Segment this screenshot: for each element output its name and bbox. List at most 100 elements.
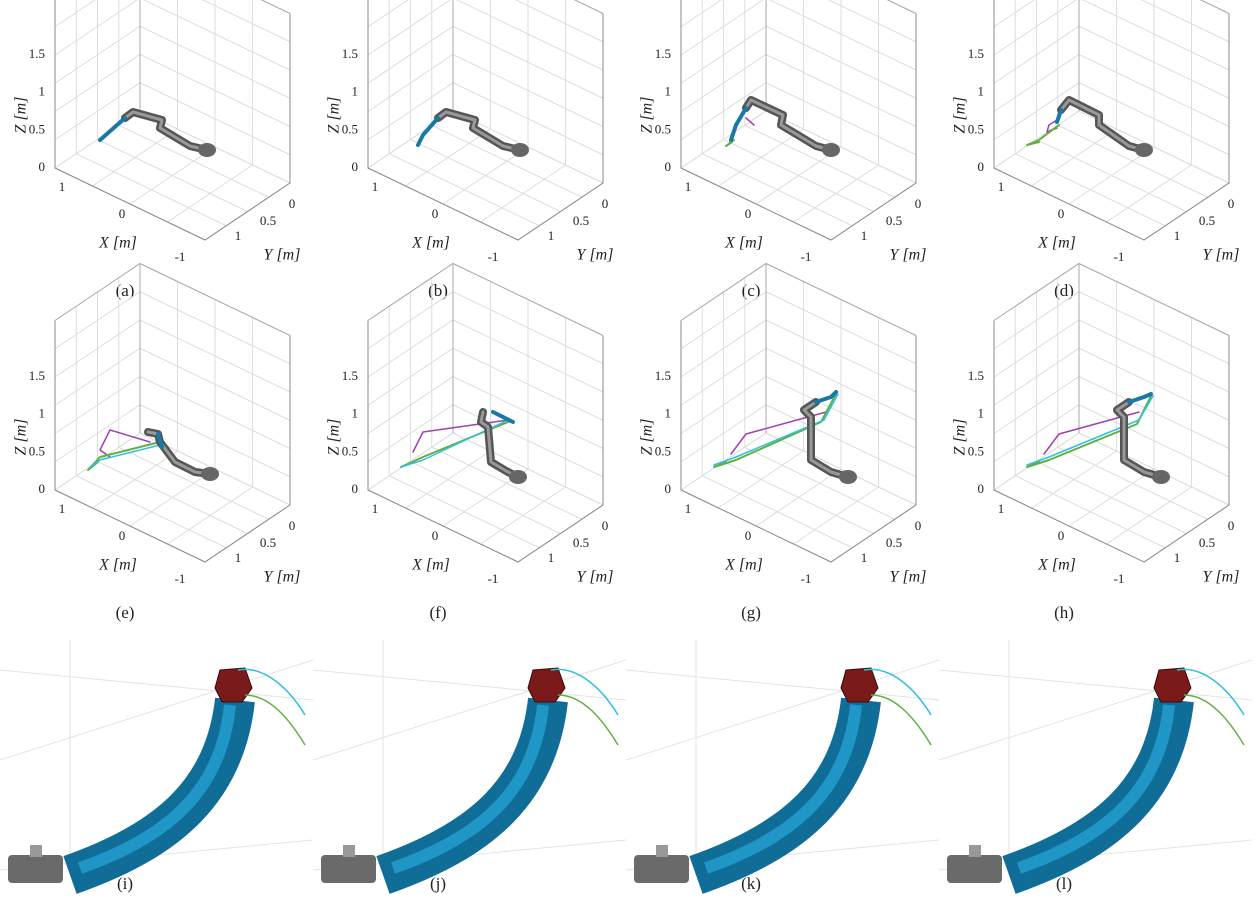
panel: (f)00.511.510-100.51X [m]Y [m]Z [m] [326, 264, 614, 622]
grid-line [55, 0, 290, 42]
panel: (b)00.511.510-100.51X [m]Y [m]Z [m] [326, 0, 614, 300]
axis-line [55, 0, 290, 240]
tool-tip [841, 668, 878, 702]
y-tick-label: 0.5 [260, 535, 276, 550]
z-tick-label: 0 [978, 481, 985, 496]
grid-line [1032, 129, 1117, 186]
grid-line [368, 0, 603, 14]
motor-cap [30, 845, 42, 857]
panel: (l) [939, 640, 1252, 893]
z-tick-label: 0.5 [29, 121, 45, 136]
panel: (a)00.511.510-100.51X [m]Y [m]Z [m] [13, 0, 301, 300]
y-tick-label: 0 [915, 196, 922, 211]
motor-cap [969, 845, 981, 857]
y-tick-label: 0 [1228, 196, 1235, 211]
grid-line [745, 125, 895, 197]
grid-line [432, 447, 582, 519]
flexible-tool [731, 108, 746, 140]
motor-cap [656, 845, 668, 857]
z-tick-label: 0.5 [342, 121, 358, 136]
z-tick-label: 1.5 [29, 368, 45, 383]
y-axis-label: Y [m] [1203, 569, 1240, 586]
z-tick-label: 1 [352, 84, 359, 99]
x-tick-label: -1 [488, 249, 499, 264]
grid-line [98, 462, 248, 534]
y-tick-label: 0 [915, 518, 922, 533]
y-tick-label: 0.5 [260, 213, 276, 228]
z-tick-label: 1 [978, 406, 985, 421]
x-tick-label: -1 [801, 249, 812, 264]
z-tick-label: 0 [665, 481, 672, 496]
z-tick-label: 1 [978, 84, 985, 99]
x-tick-label: 1 [372, 179, 379, 194]
robot-base [198, 143, 216, 157]
panel: (d)00.511.510-100.51X [m]Y [m]Z [m] [952, 0, 1240, 300]
grid-line [98, 140, 248, 212]
z-tick-label: 0.5 [342, 443, 358, 458]
caption: (j) [430, 874, 446, 893]
x-tick-label: 0 [745, 206, 752, 221]
x-tick-label: 1 [998, 501, 1005, 516]
x-axis-label: X [m] [724, 557, 763, 574]
x-tick-label: 1 [685, 501, 692, 516]
caption: (l) [1056, 874, 1072, 893]
grid-line [93, 451, 178, 508]
x-tick-label: -1 [801, 571, 812, 586]
grid-line [411, 140, 561, 212]
caption: (h) [1054, 603, 1074, 622]
z-tick-label: 0.5 [968, 121, 984, 136]
box-edge [368, 0, 603, 14]
z-axis-label: Z [m] [326, 97, 343, 134]
y-tick-label: 1 [861, 228, 868, 243]
x-axis-label: X [m] [411, 235, 450, 252]
robot-base [839, 470, 857, 484]
y-axis-label: Y [m] [264, 247, 301, 264]
z-axis-label: Z [m] [952, 419, 969, 456]
y-axis-label: Y [m] [1203, 247, 1240, 264]
z-axis-label: Z [m] [13, 97, 30, 134]
axis-line [681, 321, 916, 563]
planned-path [1027, 396, 1151, 467]
motor [947, 855, 1002, 883]
y-axis-label: Y [m] [890, 247, 927, 264]
z-tick-label: 1 [665, 406, 672, 421]
grid-line [994, 111, 1229, 183]
grid-line [1058, 447, 1208, 519]
x-axis-label: X [m] [98, 235, 137, 252]
robot-base [509, 470, 527, 484]
grid-line [1058, 125, 1208, 197]
robot-base [822, 143, 840, 157]
panel: (g)00.511.510-100.51X [m]Y [m]Z [m] [639, 264, 927, 622]
x-tick-label: -1 [1114, 571, 1125, 586]
y-tick-label: 1 [548, 228, 555, 243]
flexible-tool [100, 118, 125, 140]
box-edge [55, 0, 290, 14]
axis-line [55, 321, 290, 563]
z-tick-label: 1 [39, 84, 46, 99]
x-axis-label: X [m] [1037, 557, 1076, 574]
panel: (j) [313, 640, 626, 893]
x-tick-label: 1 [59, 501, 66, 516]
z-tick-label: 1 [352, 406, 359, 421]
axis-line [368, 0, 603, 240]
x-tick-label: 0 [432, 206, 439, 221]
y-tick-label: 0.5 [1199, 213, 1215, 228]
y-axis-label: Y [m] [577, 247, 614, 264]
x-tick-label: 0 [745, 528, 752, 543]
z-tick-label: 1.5 [29, 46, 45, 61]
caption: (i) [117, 874, 133, 893]
figure: (a)00.511.510-100.51X [m]Y [m]Z [m](b)00… [0, 0, 1256, 914]
grid-line [681, 433, 916, 505]
x-axis-label: X [m] [1037, 235, 1076, 252]
grid-line [681, 0, 916, 14]
motor-cap [343, 845, 355, 857]
x-tick-label: 0 [432, 528, 439, 543]
tube [1009, 700, 1174, 875]
x-tick-label: 1 [59, 179, 66, 194]
motor [634, 855, 689, 883]
y-tick-label: 0 [602, 518, 609, 533]
flexible-tool [418, 118, 438, 145]
z-tick-label: 0 [352, 159, 359, 174]
x-tick-label: 0 [1058, 528, 1065, 543]
axis-line [681, 0, 916, 240]
